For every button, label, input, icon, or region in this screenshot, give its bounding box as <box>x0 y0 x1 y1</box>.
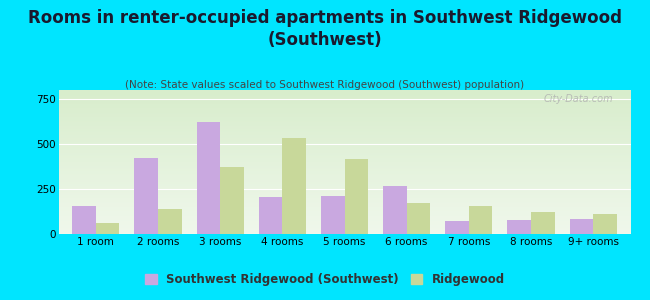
Bar <box>282 138 306 234</box>
Bar <box>407 202 430 234</box>
Bar <box>96 223 120 234</box>
Bar <box>569 219 593 234</box>
Bar <box>259 197 282 234</box>
Text: (Note: State values scaled to Southwest Ridgewood (Southwest) population): (Note: State values scaled to Southwest … <box>125 80 525 89</box>
Bar <box>383 186 407 234</box>
Bar <box>531 212 554 234</box>
Bar <box>593 214 617 234</box>
Bar <box>220 167 244 234</box>
Bar <box>508 220 531 234</box>
Bar <box>158 209 181 234</box>
Bar <box>72 206 96 234</box>
Bar <box>196 122 220 234</box>
Bar <box>135 158 158 234</box>
Text: Rooms in renter-occupied apartments in Southwest Ridgewood
(Southwest): Rooms in renter-occupied apartments in S… <box>28 9 622 49</box>
Bar <box>469 206 493 234</box>
Bar <box>344 159 368 234</box>
Bar <box>445 220 469 234</box>
Legend: Southwest Ridgewood (Southwest), Ridgewood: Southwest Ridgewood (Southwest), Ridgewo… <box>140 269 510 291</box>
Bar <box>321 196 345 234</box>
Text: City-Data.com: City-Data.com <box>543 94 614 104</box>
